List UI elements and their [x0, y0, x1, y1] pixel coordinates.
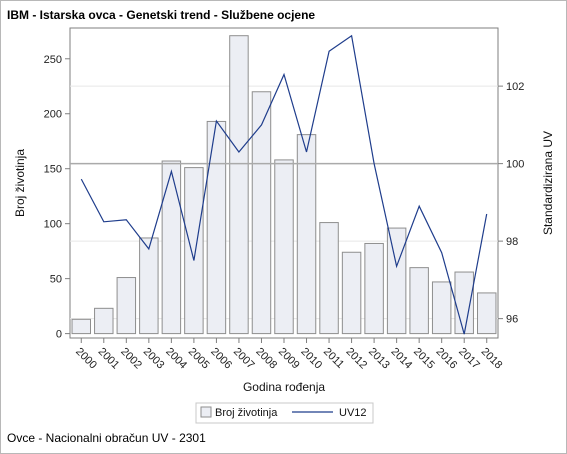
- bar: [229, 35, 249, 335]
- bar: [319, 222, 339, 335]
- x-tick-label: 2013: [366, 346, 392, 372]
- x-tick-label: 2000: [73, 346, 99, 372]
- x-tick-label: 2012: [343, 346, 369, 372]
- bar: [409, 267, 429, 335]
- y-tick-label: 250: [44, 54, 62, 66]
- x-tick-label: 2006: [208, 346, 234, 372]
- y2-axis-title: Standardizirana UV: [541, 131, 555, 235]
- x-tick-label: 2001: [96, 346, 122, 372]
- legend-frame: [195, 402, 374, 424]
- y-tick-label: 50: [50, 274, 62, 286]
- bar: [296, 134, 317, 335]
- x-tick-label: 2014: [389, 346, 415, 372]
- y-tick-label: 0: [56, 329, 62, 341]
- y-tick-label: 100: [44, 219, 62, 231]
- y-tick-label: 150: [44, 164, 62, 176]
- bar: [116, 277, 137, 335]
- x-tick-label: 2004: [163, 346, 189, 372]
- x-tick-label: 2015: [411, 346, 437, 372]
- x-axis-ticks: 2000200120022003200420052006200720082009…: [73, 338, 504, 371]
- uv12-line: [80, 34, 488, 335]
- y2-tick-label: 96: [506, 314, 518, 326]
- x-tick-label: 2007: [231, 346, 257, 372]
- x-tick-label: 2002: [118, 346, 144, 372]
- x-axis-title: Godina rođenja: [243, 380, 325, 394]
- footnote: Ovce - Nacionalni obračun UV - 2301: [7, 431, 206, 445]
- x-tick-label: 2009: [276, 346, 302, 372]
- bar: [139, 237, 159, 335]
- right-axis-ticks: 96 98 100 102: [498, 81, 524, 326]
- bar: [477, 292, 497, 335]
- y-tick-label: 200: [44, 109, 62, 121]
- bar: [386, 227, 407, 335]
- y2-tick-label: 100: [506, 159, 524, 171]
- legend-label-line: UV12: [339, 407, 367, 419]
- bar: [161, 160, 182, 335]
- x-tick-label: 2018: [479, 346, 505, 372]
- x-tick-label: 2010: [298, 346, 324, 372]
- bar: [184, 167, 204, 335]
- x-tick-label: 2003: [141, 346, 167, 372]
- legend: Broj životinja UV12: [195, 402, 374, 424]
- bar: [251, 91, 272, 335]
- bar: [274, 159, 294, 335]
- bar: [341, 251, 362, 335]
- line-group: [80, 34, 488, 335]
- legend-label-bars: Broj životinja: [215, 407, 278, 419]
- left-axis-ticks: 0 50 100 150 200 250: [44, 54, 70, 341]
- bar: [364, 242, 384, 335]
- bar: [71, 318, 91, 335]
- bar: [94, 307, 114, 335]
- bar: [431, 281, 452, 335]
- y2-tick-label: 98: [506, 236, 518, 248]
- bar: [206, 120, 227, 335]
- x-tick-label: 2017: [456, 346, 482, 372]
- legend-bar-swatch: [200, 406, 212, 418]
- y2-tick-label: 102: [506, 81, 524, 93]
- y-axis-title: Broj životinja: [13, 149, 27, 217]
- x-tick-label: 2011: [321, 346, 346, 371]
- chart-title: IBM - Istarska ovca - Genetski trend - S…: [7, 8, 316, 22]
- bars-group: [71, 35, 497, 335]
- bar: [454, 271, 474, 335]
- x-tick-label: 2005: [186, 346, 212, 372]
- x-tick-label: 2008: [253, 346, 279, 372]
- x-tick-label: 2016: [434, 346, 460, 372]
